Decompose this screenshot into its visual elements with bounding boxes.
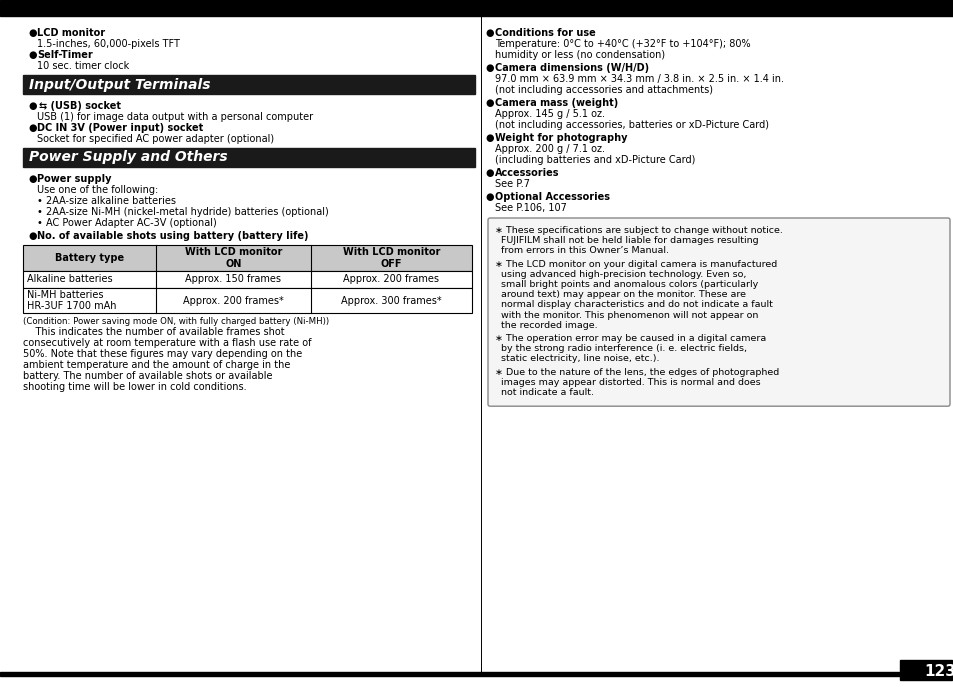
Text: Approx. 150 frames: Approx. 150 frames <box>185 275 281 284</box>
Bar <box>23 148 475 167</box>
Text: See P.7: See P.7 <box>495 179 530 189</box>
Text: FUJIFILM shall not be held liable for damages resulting: FUJIFILM shall not be held liable for da… <box>495 236 758 245</box>
Text: Alkaline batteries: Alkaline batteries <box>27 275 112 284</box>
Text: the recorded image.: the recorded image. <box>495 321 597 330</box>
Text: ∗ Due to the nature of the lens, the edges of photographed: ∗ Due to the nature of the lens, the edg… <box>495 368 779 376</box>
Text: Battery type: Battery type <box>55 253 124 263</box>
Text: (not including accessories, batteries or xD-Picture Card): (not including accessories, batteries or… <box>495 120 768 130</box>
Text: 97.0 mm × 63.9 mm × 34.3 mm / 3.8 in. × 2.5 in. × 1.4 in.: 97.0 mm × 63.9 mm × 34.3 mm / 3.8 in. × … <box>495 74 783 84</box>
Text: ●: ● <box>28 101 36 111</box>
Text: around text) may appear on the monitor. These are: around text) may appear on the monitor. … <box>495 290 745 300</box>
Text: Conditions for use: Conditions for use <box>495 28 595 38</box>
Text: with the monitor. This phenomenon will not appear on: with the monitor. This phenomenon will n… <box>495 311 758 319</box>
Text: Approx. 145 g / 5.1 oz.: Approx. 145 g / 5.1 oz. <box>495 109 604 119</box>
Text: Power Supply and Others: Power Supply and Others <box>29 150 228 164</box>
Text: With LCD monitor
OFF: With LCD monitor OFF <box>342 247 439 269</box>
Text: Temperature: 0°C to +40°C (+32°F to +104°F); 80%: Temperature: 0°C to +40°C (+32°F to +104… <box>495 39 750 49</box>
Text: See P.106, 107: See P.106, 107 <box>495 203 566 213</box>
Text: 10 sec. timer clock: 10 sec. timer clock <box>37 61 129 71</box>
Text: ●: ● <box>28 28 36 38</box>
Text: humidity or less (no condensation): humidity or less (no condensation) <box>495 50 664 60</box>
Text: ●: ● <box>484 98 493 108</box>
Text: ●: ● <box>484 133 493 143</box>
Bar <box>23 288 472 313</box>
Bar <box>899 660 951 680</box>
Text: Camera dimensions (W/H/D): Camera dimensions (W/H/D) <box>495 63 648 73</box>
Text: (not including accessories and attachments): (not including accessories and attachmen… <box>495 85 712 95</box>
Text: Approx. 200 frames: Approx. 200 frames <box>343 275 439 284</box>
Text: • AC Power Adapter AC-3V (optional): • AC Power Adapter AC-3V (optional) <box>37 218 216 228</box>
Bar <box>0 672 953 676</box>
Text: With LCD monitor
ON: With LCD monitor ON <box>185 247 282 269</box>
Text: shooting time will be lower in cold conditions.: shooting time will be lower in cold cond… <box>23 382 247 392</box>
Bar <box>0 0 953 16</box>
Text: normal display characteristics and do not indicate a fault: normal display characteristics and do no… <box>495 300 772 309</box>
Text: Power supply: Power supply <box>37 174 112 184</box>
Text: ●: ● <box>484 192 493 202</box>
Bar <box>23 75 475 94</box>
Text: Weight for photography: Weight for photography <box>495 133 627 143</box>
Text: LCD monitor: LCD monitor <box>37 28 105 38</box>
Text: ●: ● <box>484 28 493 38</box>
Text: 50%. Note that these figures may vary depending on the: 50%. Note that these figures may vary de… <box>23 349 302 359</box>
Text: Accessories: Accessories <box>495 168 558 178</box>
Text: ●: ● <box>28 231 36 241</box>
Text: ●: ● <box>28 174 36 184</box>
Text: small bright points and anomalous colors (particularly: small bright points and anomalous colors… <box>495 280 758 289</box>
Text: Self-Timer: Self-Timer <box>37 50 92 60</box>
Text: Approx. 300 frames*: Approx. 300 frames* <box>341 295 441 306</box>
Bar <box>23 245 472 271</box>
Text: from errors in this Owner’s Manual.: from errors in this Owner’s Manual. <box>495 247 668 256</box>
Text: • 2AA-size Ni-MH (nickel-metal hydride) batteries (optional): • 2AA-size Ni-MH (nickel-metal hydride) … <box>37 207 329 217</box>
Text: consecutively at room temperature with a flash use rate of: consecutively at room temperature with a… <box>23 338 312 348</box>
Text: ∗ These specifications are subject to change without notice.: ∗ These specifications are subject to ch… <box>495 226 782 235</box>
Text: 1.5-inches, 60,000-pixels TFT: 1.5-inches, 60,000-pixels TFT <box>37 39 180 49</box>
Text: ambient temperature and the amount of charge in the: ambient temperature and the amount of ch… <box>23 360 290 370</box>
Text: Approx. 200 frames*: Approx. 200 frames* <box>183 295 284 306</box>
Text: Optional Accessories: Optional Accessories <box>495 192 609 202</box>
Text: This indicates the number of available frames shot: This indicates the number of available f… <box>23 327 284 337</box>
Text: ●: ● <box>484 63 493 73</box>
Text: Use one of the following:: Use one of the following: <box>37 185 158 195</box>
Text: ●: ● <box>28 50 36 60</box>
Text: images may appear distorted. This is normal and does: images may appear distorted. This is nor… <box>495 378 760 387</box>
Text: 123: 123 <box>923 664 953 679</box>
Text: static electricity, line noise, etc.).: static electricity, line noise, etc.). <box>495 354 659 363</box>
Text: (including batteries and xD-Picture Card): (including batteries and xD-Picture Card… <box>495 155 695 165</box>
FancyBboxPatch shape <box>488 218 949 406</box>
Text: No. of available shots using battery (battery life): No. of available shots using battery (ba… <box>37 231 308 241</box>
Text: ∗ The LCD monitor on your digital camera is manufactured: ∗ The LCD monitor on your digital camera… <box>495 260 777 269</box>
Text: Ni-MH batteries
HR-3UF 1700 mAh: Ni-MH batteries HR-3UF 1700 mAh <box>27 290 116 311</box>
Text: Camera mass (weight): Camera mass (weight) <box>495 98 618 108</box>
Text: (Condition: Power saving mode ON, with fully charged battery (Ni-MH)): (Condition: Power saving mode ON, with f… <box>23 317 329 326</box>
Text: ●: ● <box>484 168 493 178</box>
Text: not indicate a fault.: not indicate a fault. <box>495 388 594 397</box>
Text: using advanced high-precision technology. Even so,: using advanced high-precision technology… <box>495 270 745 279</box>
Text: Input/Output Terminals: Input/Output Terminals <box>29 78 211 91</box>
Text: by the strong radio interference (i. e. electric fields,: by the strong radio interference (i. e. … <box>495 344 746 353</box>
Bar <box>23 271 472 288</box>
Text: ⇆ (USB) socket: ⇆ (USB) socket <box>37 101 121 111</box>
Text: DC IN 3V (Power input) socket: DC IN 3V (Power input) socket <box>37 123 203 133</box>
Text: ●: ● <box>28 123 36 133</box>
Text: battery. The number of available shots or available: battery. The number of available shots o… <box>23 371 273 381</box>
Text: • 2AA-size alkaline batteries: • 2AA-size alkaline batteries <box>37 196 175 206</box>
Text: ∗ The operation error may be caused in a digital camera: ∗ The operation error may be caused in a… <box>495 334 765 343</box>
Text: USB (1) for image data output with a personal computer: USB (1) for image data output with a per… <box>37 112 313 122</box>
Text: Approx. 200 g / 7.1 oz.: Approx. 200 g / 7.1 oz. <box>495 144 604 154</box>
Text: Socket for specified AC power adapter (optional): Socket for specified AC power adapter (o… <box>37 134 274 144</box>
